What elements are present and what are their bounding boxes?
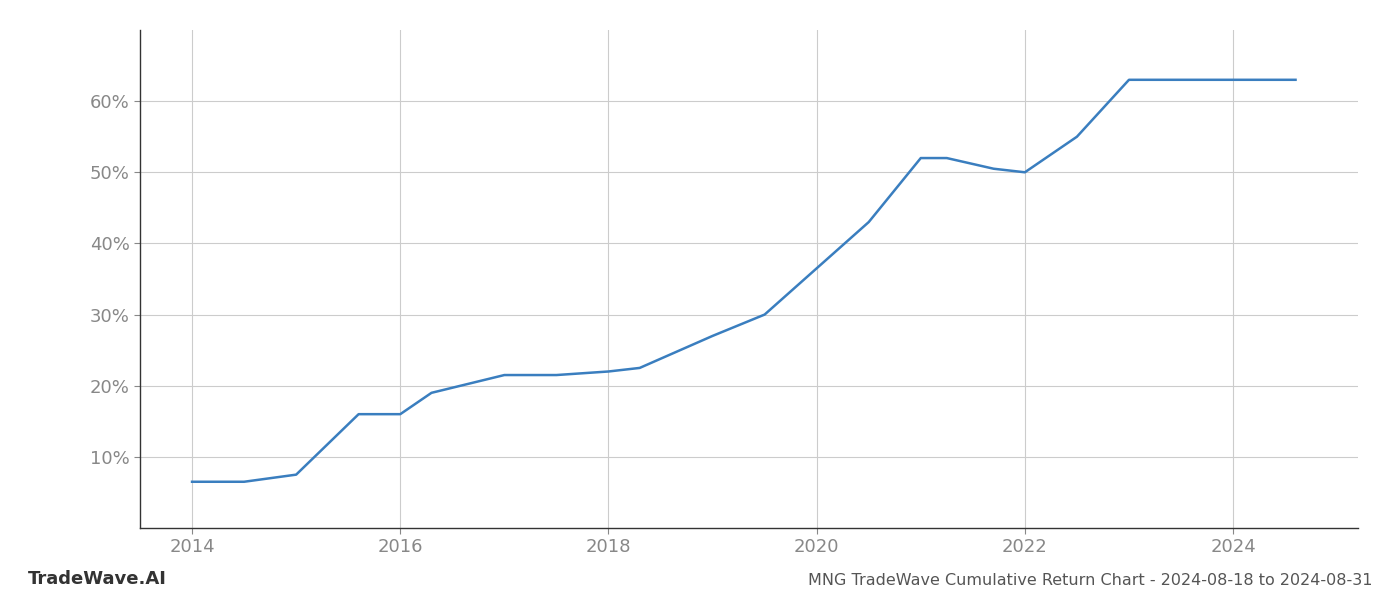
Text: TradeWave.AI: TradeWave.AI: [28, 570, 167, 588]
Text: MNG TradeWave Cumulative Return Chart - 2024-08-18 to 2024-08-31: MNG TradeWave Cumulative Return Chart - …: [808, 573, 1372, 588]
